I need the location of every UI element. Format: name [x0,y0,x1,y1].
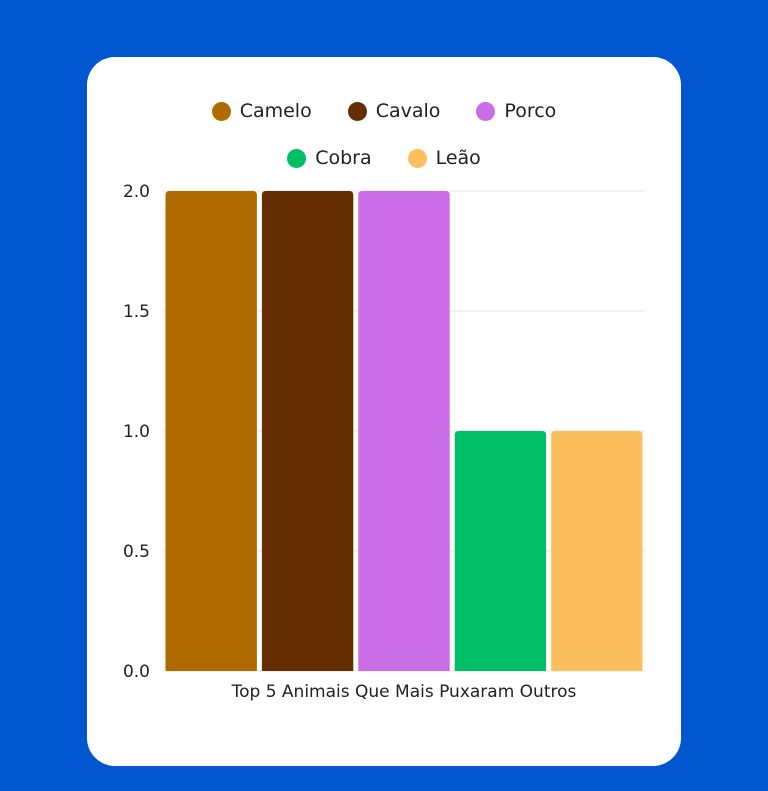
bar-cavalo[interactable] [261,191,354,671]
legend-label-camelo: Camelo [239,100,312,122]
legend-swatch-cobra [287,148,307,168]
legend-label-cobra: Cobra [315,147,372,169]
y-tick-label: 1.0 [123,422,150,442]
legend-swatch-camelo [211,101,231,121]
bar-porco[interactable] [358,191,450,671]
y-tick-label: 1.5 [123,302,150,322]
bars [165,191,643,671]
legend-swatch-leao [407,148,427,168]
legend-item-camelo[interactable]: Camelo [211,100,312,122]
x-axis-category-label: Top 5 Animais Que Mais Puxaram Outros [231,682,577,702]
legend-swatch-porco [476,101,496,121]
legend-label-leao: Leão [435,147,481,169]
legend-item-cobra[interactable]: Cobra [287,147,372,169]
legend-item-porco[interactable]: Porco [476,100,556,122]
legend-label-cavalo: Cavalo [375,100,441,122]
legend-swatch-cavalo [347,101,367,121]
legend-row-1: Camelo Cavalo Porco [0,100,768,122]
legend-row-2: Cobra Leão [0,147,768,169]
legend-item-cavalo[interactable]: Cavalo [347,100,441,122]
bar-cobra[interactable] [454,431,547,671]
legend-item-leao[interactable]: Leão [407,147,481,169]
y-tick-label: 0.5 [123,542,150,562]
y-tick-label: 2.0 [123,182,150,202]
y-axis-ticks: 0.0 0.5 1.0 1.5 2.0 [123,182,150,682]
bar-camelo[interactable] [165,191,257,671]
y-tick-label: 0.0 [123,662,150,682]
legend-label-porco: Porco [504,100,557,122]
bar-leao[interactable] [551,431,643,671]
